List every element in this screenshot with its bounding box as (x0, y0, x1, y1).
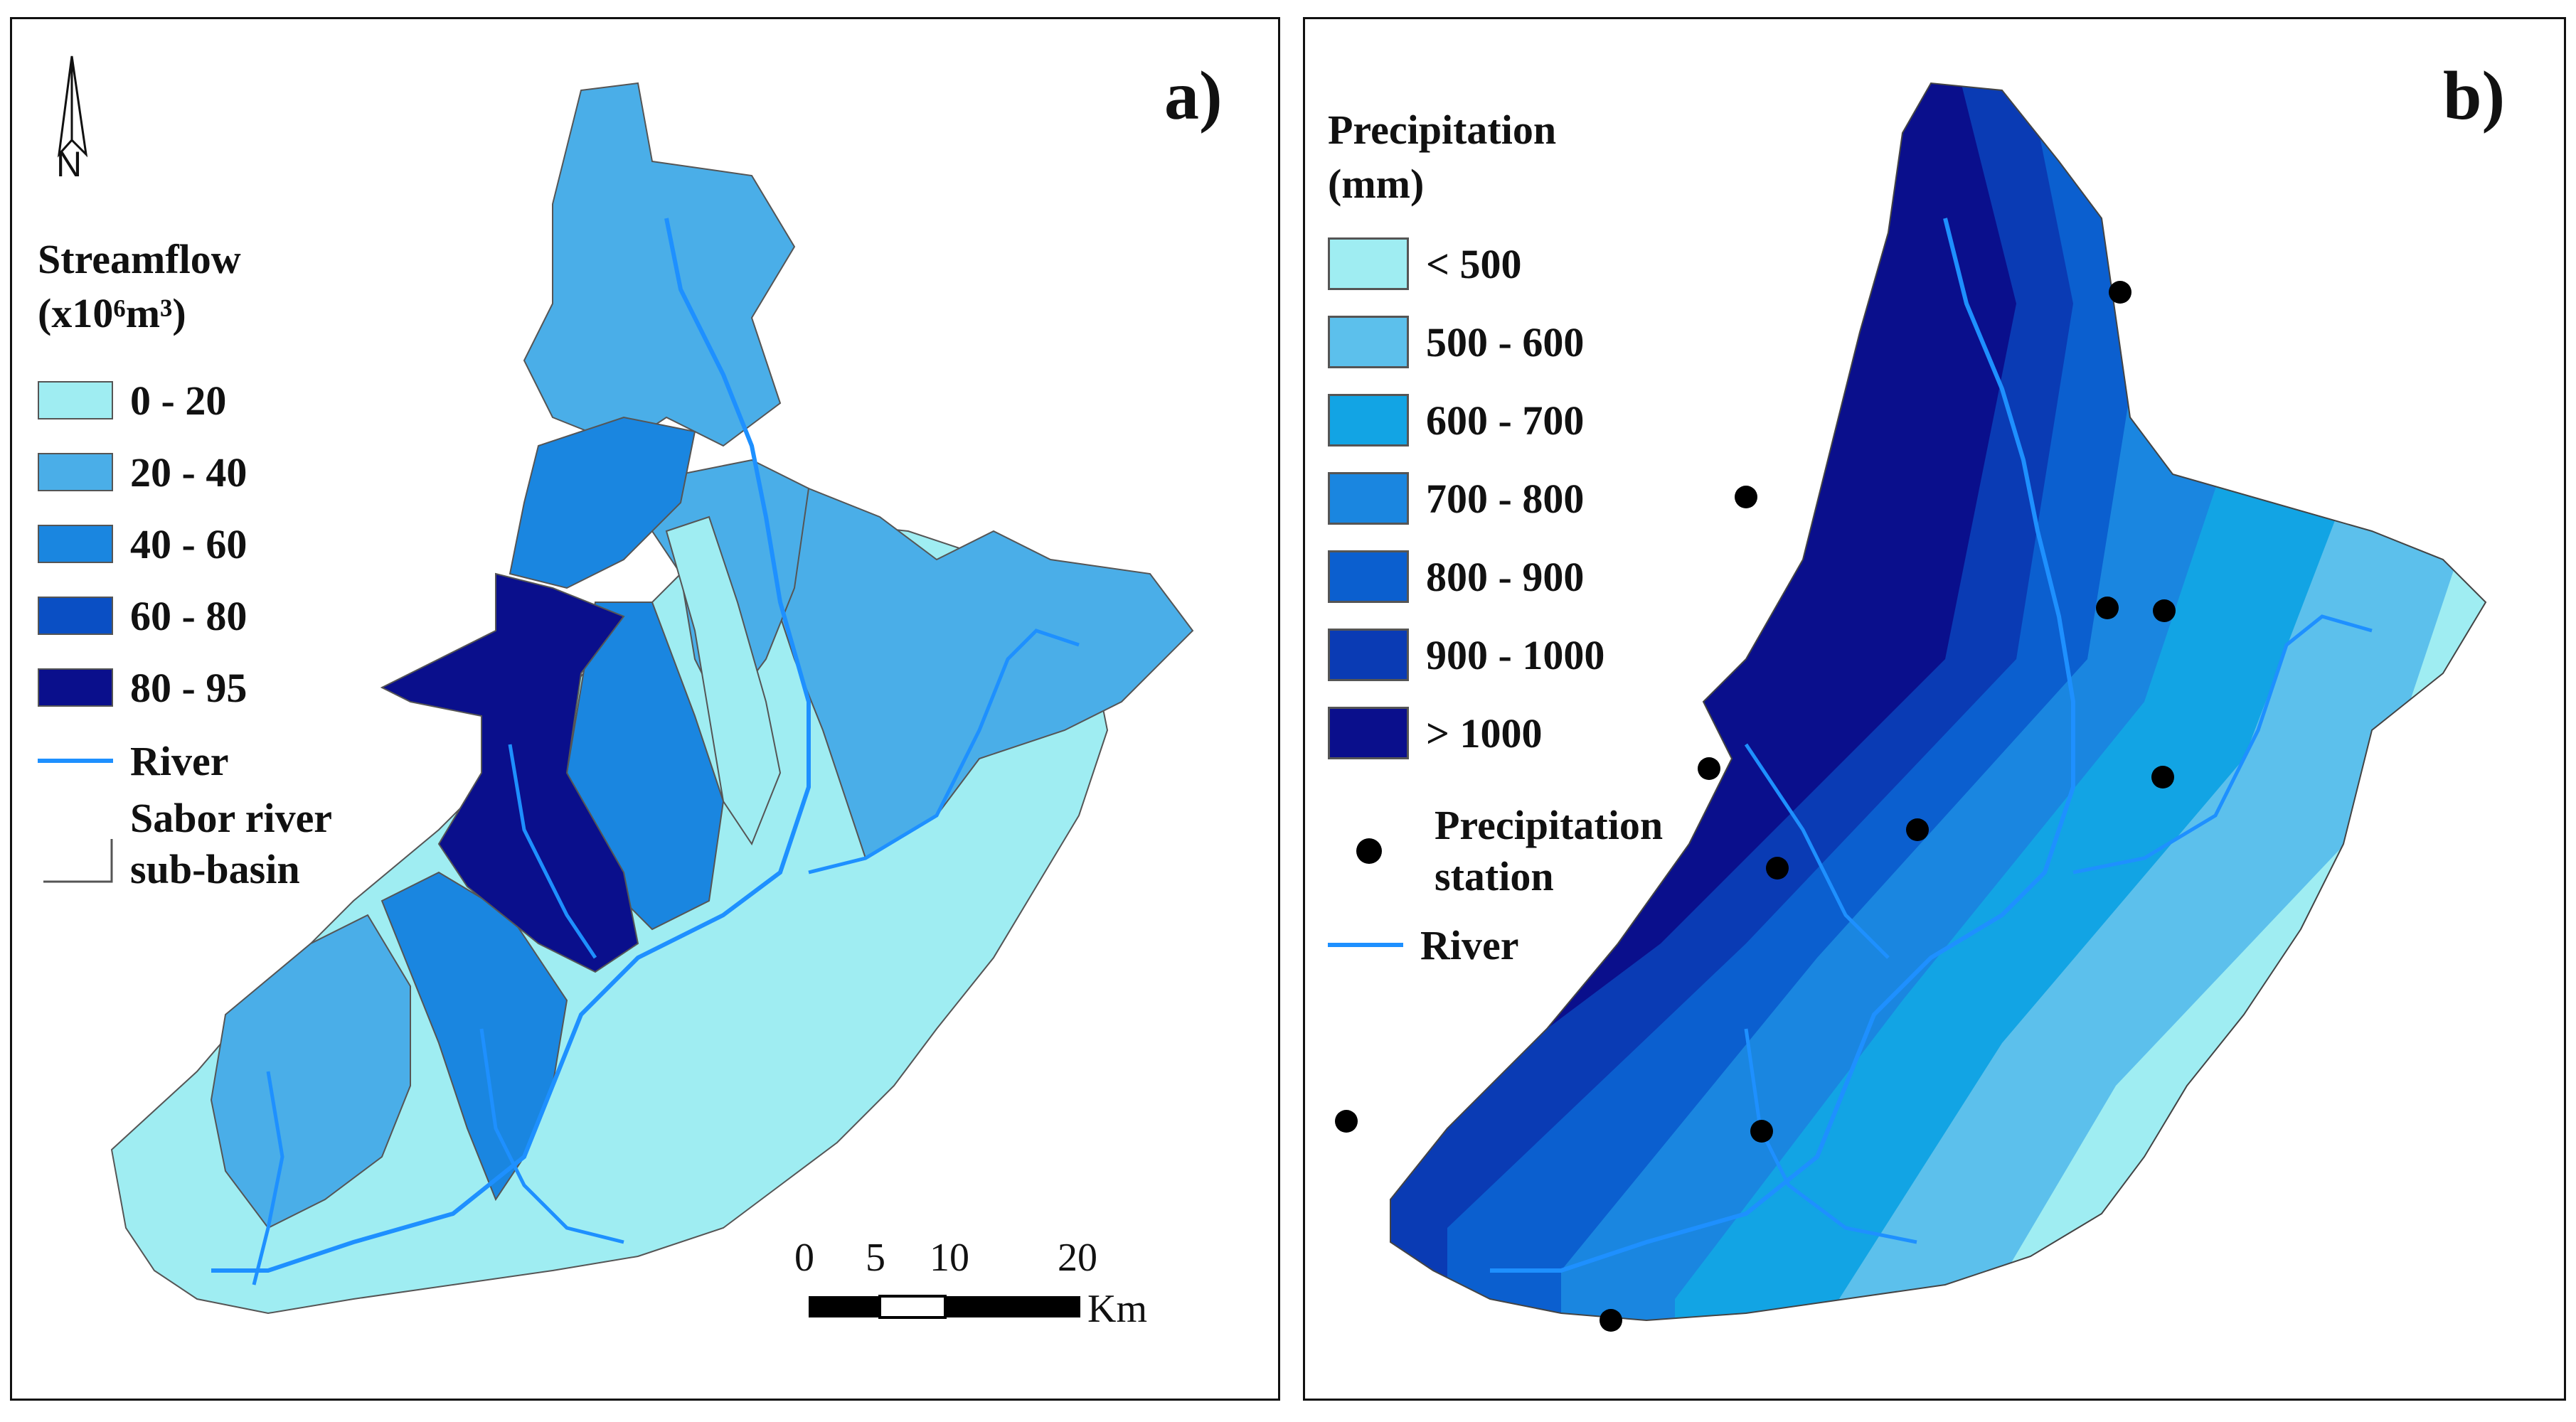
river-main-b (1490, 218, 2075, 1273)
river-south (479, 1028, 624, 1244)
station-marker (2096, 597, 2119, 619)
legend-swatch (38, 381, 113, 419)
station-marker (1766, 857, 1789, 880)
legend-class-b: 600 - 700 (1328, 392, 1584, 449)
legend-swatch (1328, 550, 1409, 603)
station-marker (1698, 757, 1720, 780)
scale-tick-0: 0 (794, 1236, 814, 1280)
legend-label: > 1000 (1426, 710, 1543, 757)
legend-label: 0 - 20 (130, 377, 227, 424)
scale-tick-10: 10 (930, 1236, 969, 1280)
station-marker (1735, 486, 1757, 508)
subbasin-northwest (509, 416, 696, 589)
legend-swatch (38, 453, 113, 491)
legend-station-b: Precipitation station (1328, 794, 1663, 908)
legend-title-b: Precipitation (mm) (1328, 107, 1557, 207)
north-arrow-icon (57, 55, 88, 158)
precipitation-map (1335, 82, 2487, 1332)
legend-class-b: 800 - 900 (1328, 548, 1584, 605)
station-marker (1600, 1309, 1622, 1332)
river-west (508, 744, 597, 959)
legend-swatch (1328, 472, 1409, 525)
station-marker (1335, 1110, 1358, 1133)
legend-class-a: 40 - 60 (38, 515, 247, 572)
scale-unit: Km (1087, 1287, 1147, 1331)
scale-tick-20: 20 (1058, 1236, 1097, 1280)
legend-label: 20 - 40 (130, 449, 248, 496)
legend-swatch (38, 668, 113, 707)
legend-label: 700 - 800 (1426, 475, 1585, 522)
legend-label: 500 - 600 (1426, 319, 1585, 365)
subbasin-north (523, 82, 796, 447)
river-west-b (1744, 743, 1890, 959)
map-panel-b: b) (1303, 17, 2566, 1401)
subbasin-symbol (43, 839, 113, 883)
legend-swatch (1328, 394, 1409, 447)
station-marker (2151, 766, 2174, 788)
legend-subbasin-a: Sabor river sub-basin (38, 787, 332, 901)
legend-swatch (1328, 707, 1409, 759)
legend-class-b: > 1000 (1328, 705, 1543, 761)
scale-tick-5: 5 (866, 1236, 885, 1280)
subbasin-strip (665, 515, 782, 846)
legend-river-a: River (38, 732, 229, 789)
station-marker (2109, 281, 2131, 304)
station-symbol (1356, 838, 1382, 864)
legend-label: < 500 (1426, 240, 1522, 287)
legend-label: 80 - 95 (130, 664, 248, 711)
river-east (808, 629, 1080, 875)
legend-swatch (38, 597, 113, 635)
legend-title-a: Streamflow (x10⁶m³) (38, 236, 241, 336)
river-southwest (252, 1071, 284, 1285)
legend-swatch (1328, 629, 1409, 681)
legend-class-a: 60 - 80 (38, 587, 247, 644)
streamflow-map (110, 82, 1194, 1315)
subbasin-darkest (380, 572, 639, 973)
station-marker (1750, 1120, 1773, 1143)
legend-label: 60 - 80 (130, 592, 248, 639)
river-main (211, 218, 811, 1273)
legend-swatch (38, 525, 113, 563)
legend-label: 600 - 700 (1426, 397, 1585, 444)
panel-label-a: a) (1164, 58, 1223, 134)
legend-river-b: River (1328, 916, 1519, 973)
scale-bar (809, 1295, 1080, 1319)
station-marker (2153, 599, 2176, 622)
river-symbol (1328, 943, 1403, 947)
legend-class-b: < 500 (1328, 235, 1522, 292)
north-label: N (56, 144, 83, 184)
legend-label: 800 - 900 (1426, 553, 1585, 600)
panel-label-b: b) (2443, 58, 2506, 134)
legend-class-b: 700 - 800 (1328, 470, 1584, 527)
river-south-b (1744, 1028, 1917, 1244)
legend-label: 40 - 60 (130, 520, 248, 567)
legend-swatch (1328, 316, 1409, 368)
legend-label: 900 - 1000 (1426, 631, 1605, 678)
legend-swatch (1328, 237, 1409, 290)
map-panel-a: a) N Streamflow (x10⁶m³) River Sabor riv… (10, 17, 1280, 1401)
legend-class-b: 500 - 600 (1328, 314, 1584, 370)
legend-class-b: 900 - 1000 (1328, 626, 1604, 683)
station-marker (1906, 818, 1929, 841)
subbasin-southwest (210, 914, 411, 1229)
river-symbol (38, 759, 113, 763)
legend-class-a: 0 - 20 (38, 372, 226, 429)
river-east-b (2072, 614, 2373, 875)
legend-class-a: 20 - 40 (38, 444, 247, 501)
legend-class-a: 80 - 95 (38, 659, 247, 716)
